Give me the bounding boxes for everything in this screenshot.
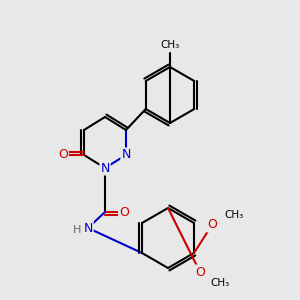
Text: O: O	[195, 266, 205, 278]
Text: N: N	[121, 148, 131, 161]
Text: H: H	[73, 225, 81, 235]
Text: O: O	[207, 218, 217, 232]
Text: O: O	[58, 148, 68, 161]
Text: CH₃: CH₃	[160, 40, 180, 50]
Text: CH₃: CH₃	[224, 210, 244, 220]
Text: N: N	[100, 161, 110, 175]
Text: CH₃: CH₃	[210, 278, 230, 288]
Text: O: O	[119, 206, 129, 218]
Text: N: N	[83, 221, 93, 235]
